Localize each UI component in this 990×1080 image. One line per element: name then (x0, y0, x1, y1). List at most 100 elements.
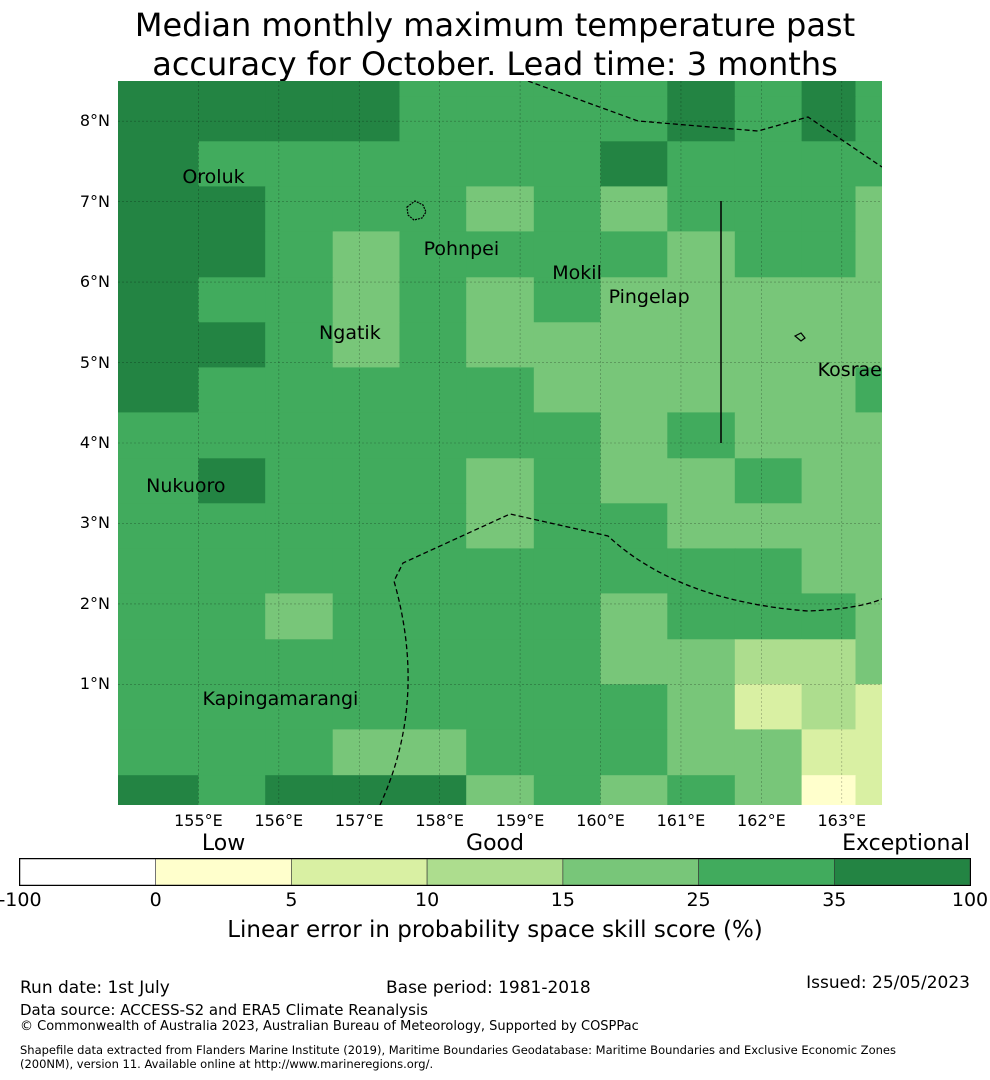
grid-cell (734, 593, 803, 640)
grid-cell (332, 503, 400, 549)
grid-cell (855, 503, 882, 549)
grid-cell (332, 277, 400, 323)
grid-cell (667, 412, 736, 459)
lat-label: 3°N (79, 513, 110, 533)
grid-cell (198, 684, 266, 730)
grid-cell (466, 593, 535, 640)
lon-label: 160°E (576, 811, 625, 830)
grid-cell (667, 503, 736, 549)
pohnpei-island-outline (406, 200, 427, 221)
place-label: Pohnpei (423, 237, 500, 260)
grid-cell (198, 503, 266, 549)
grid-cell (801, 231, 857, 278)
grid-cell (855, 548, 882, 594)
grid-cell (118, 503, 199, 549)
grid-cell (855, 775, 882, 805)
grid-cell (734, 367, 803, 413)
grid-cell (533, 96, 602, 142)
grid-cell (399, 141, 467, 187)
grid-cell (265, 277, 334, 323)
grid-cell (118, 729, 199, 776)
grid-cell (332, 684, 400, 730)
grid-cell (533, 729, 602, 776)
grid-cell (399, 503, 467, 549)
colorbar-tick: -100 (0, 889, 42, 911)
lat-label: 8°N (79, 111, 110, 131)
grid-cell (265, 96, 334, 142)
grid-cell (855, 231, 882, 278)
grid-cell (855, 458, 882, 504)
colorbar-segment (833, 858, 971, 886)
grid-cell (332, 593, 400, 640)
grid-cell (533, 81, 602, 97)
grid-cell (265, 548, 334, 594)
grid-cell (118, 775, 199, 805)
map-title: Median monthly maximum temperature past … (0, 6, 990, 84)
eez-boundary-south (379, 513, 882, 805)
place-label: Mokil (552, 262, 602, 285)
grid-cell (801, 593, 857, 640)
grid-cell (801, 503, 857, 549)
grid-cell (801, 96, 857, 142)
grid-cell (600, 548, 668, 594)
grid-cell (801, 729, 857, 776)
grid-cell (466, 186, 535, 232)
grid-cell (118, 458, 199, 504)
grid-cell (118, 684, 199, 730)
grid-cell (198, 277, 266, 323)
grid-cell (399, 277, 467, 323)
grid-cell (667, 639, 736, 685)
grid-cell (801, 639, 857, 685)
grid-cell (855, 96, 882, 142)
grid-cell (600, 639, 668, 685)
colorbar-category-label: Low (201, 831, 246, 856)
grid-cell (332, 96, 400, 142)
grid-cell (332, 186, 400, 232)
grid-cell (801, 141, 857, 187)
grid-cell (466, 503, 535, 549)
grid-cell (198, 81, 266, 97)
grid-cell (855, 639, 882, 685)
grid-cell (466, 81, 535, 97)
colorbar-tick: 0 (149, 889, 162, 911)
grid-cell (466, 231, 535, 278)
lon-label: 156°E (254, 811, 304, 830)
grid-cell (332, 141, 400, 187)
grid-cell (265, 141, 334, 187)
grid-cell (399, 186, 467, 232)
grid-cell (600, 593, 668, 640)
grid-cell (399, 593, 467, 640)
grid-cell (734, 322, 803, 368)
grid-cell (734, 186, 803, 232)
grid-cell (332, 639, 400, 685)
grid-cell (734, 412, 803, 459)
grid-cell (399, 729, 467, 776)
grid-cell (533, 231, 602, 278)
colorbar-category-label: Good (466, 831, 524, 856)
grid-cell (600, 322, 668, 368)
grid-cell (466, 639, 535, 685)
grid-cell (118, 593, 199, 640)
grid-cell (533, 322, 602, 368)
grid-cell (265, 503, 334, 549)
grid-cell (198, 593, 266, 640)
colorbar-tick: 25 (686, 889, 711, 911)
run-date: Run date: 1st July (20, 978, 170, 998)
colorbar-segment (19, 858, 156, 886)
grid-cell (667, 322, 736, 368)
colorbar-segment (562, 858, 699, 886)
grid-cell (332, 729, 400, 776)
grid-cell (265, 231, 334, 278)
grid-cell (734, 277, 803, 323)
grid-cell (118, 141, 199, 187)
grid-cell (466, 729, 535, 776)
grid-cell (198, 186, 266, 232)
grid-cell (533, 775, 602, 805)
grid-cell (118, 186, 199, 232)
grid-cell (198, 412, 266, 459)
grid-cell (734, 729, 803, 776)
colorbar-segment (698, 858, 835, 886)
grid-cell (118, 81, 199, 97)
grid-cell (533, 412, 602, 459)
grid-cell (667, 458, 736, 504)
